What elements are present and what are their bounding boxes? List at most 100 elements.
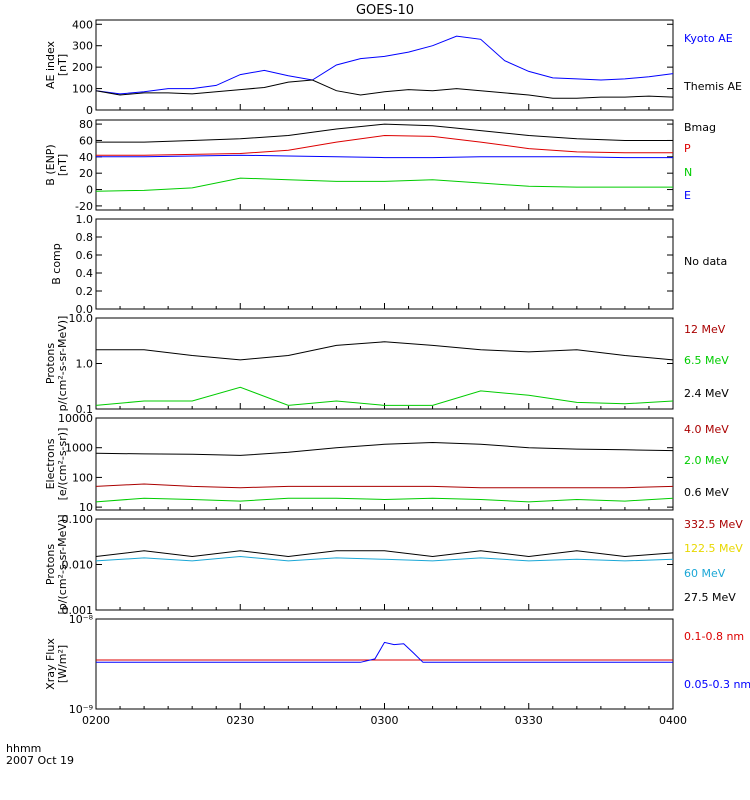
footer-date-label: 2007 Oct 19: [6, 754, 74, 767]
y-tick-label: 10: [79, 501, 93, 514]
y-tick-label: 200: [72, 61, 93, 74]
y-tick-label: -20: [75, 200, 93, 213]
legend-entry: 6.5 MeV: [684, 354, 729, 367]
panel-bcomp: 0.0 0.2 0.4 0.6 0.8 1.0 B comp No data: [50, 213, 727, 316]
panel-xray: 10⁻⁹ 10⁻⁸ Xray Flux [W/m²] 0.1-0.8 nm 0.05-0.…: [44, 613, 750, 716]
panel-frame: [95, 317, 674, 410]
y-tick-label: 10000: [58, 412, 93, 425]
y-axis-label: p/(cm²-s-sr-MeV)]: [56, 316, 69, 412]
y-tick-label: 0.6: [76, 249, 94, 262]
y-axis-label: [W/m²]: [56, 645, 69, 683]
y-axis-label: [p/(cm²-s-sr-MeV)]: [56, 515, 69, 615]
series-line-6-5-mev: [95, 386, 674, 406]
series-line-themis-ae: [95, 79, 674, 99]
y-axis-label: Xray Flux: [44, 638, 57, 690]
series-line-0-6-mev: [95, 441, 674, 456]
series-line-kyoto-ae: [95, 35, 674, 95]
y-tick-label: 0.1: [76, 403, 94, 416]
y-axis-label: [nT]: [56, 54, 69, 76]
series-line-2-0-mev: [95, 497, 674, 503]
footer-time-label: hhmm: [6, 742, 41, 755]
y-tick-label: 0.010: [62, 559, 94, 572]
legend-entry: 0.05-0.3 nm: [684, 678, 750, 691]
legend-entry: No data: [684, 255, 727, 268]
x-tick-label: 0300: [371, 714, 399, 727]
y-axis-label: [e/(cm²-s-sr)]: [56, 428, 69, 501]
y-tick-label: 20: [79, 167, 93, 180]
y-axis-label: Protons: [44, 544, 57, 585]
legend-entry: 0.6 MeV: [684, 486, 729, 499]
panel-frame: [95, 218, 674, 310]
series-line-bmag: [96, 123, 673, 143]
panel-frame: [95, 417, 674, 511]
y-tick-label: 0.4: [76, 267, 94, 280]
y-axis-label: B (ENP): [44, 144, 57, 185]
y-tick-label: 1000: [65, 442, 93, 455]
panel-protons2: 0.001 0.010 0.100 Protons [p/(cm²-s-sr-MeV)]…: [44, 513, 743, 617]
x-tick-label: 0200: [82, 714, 110, 727]
panel-frame: [95, 518, 674, 611]
legend-entry: 2.4 MeV: [684, 387, 729, 400]
panel-frame: [95, 618, 674, 710]
y-axis-label: [nT]: [56, 154, 69, 176]
panel-frame: [95, 119, 674, 211]
legend-entry: 0.1-0.8 nm: [684, 630, 744, 643]
series-line-0-05-0-3-nm: [96, 641, 673, 663]
y-tick-label: 0.100: [62, 513, 94, 526]
x-tick-label: 0330: [515, 714, 543, 727]
y-tick-label: 40: [79, 151, 93, 164]
panel-protons1: 0.1 1.0 10.0 Protons p/(cm²-s-sr-MeV)] 12 MeV…: [44, 312, 729, 416]
legend-entry: Themis AE: [683, 80, 742, 93]
y-axis-label: AE index: [44, 40, 57, 89]
y-axis-label: Protons: [44, 343, 57, 384]
x-tick-label: 0400: [659, 714, 687, 727]
series-line-27-5-mev: [95, 550, 674, 558]
x-axis-labels: 0200 0230 0300 0330 0400: [82, 714, 687, 727]
y-tick-label: 10.0: [69, 312, 94, 325]
y-tick-label: 1.0: [76, 213, 94, 226]
legend-entry: 4.0 MeV: [684, 423, 729, 436]
legend-entry: N: [684, 166, 692, 179]
y-tick-label: 100: [72, 83, 93, 96]
y-tick-label: 0.001: [62, 604, 94, 617]
legend-entry: 12 MeV: [684, 323, 726, 336]
figure-title: GOES-10: [356, 3, 414, 18]
y-tick-label: 100: [72, 471, 93, 484]
x-tick-label: 0230: [226, 714, 254, 727]
legend-entry: 332.5 MeV: [684, 518, 743, 531]
y-tick-label: 1.0: [76, 358, 94, 371]
legend-entry: 60 MeV: [684, 567, 726, 580]
series-line-e: [96, 154, 673, 159]
legend-entry: P: [684, 142, 691, 155]
y-tick-label: 60: [79, 134, 93, 147]
series-line-n: [95, 177, 673, 192]
y-tick-label: 0.8: [76, 231, 94, 244]
y-tick-label: 0.0: [76, 303, 94, 316]
panel-ae: 0 100 200 300 400 AE index [nT] Kyoto AE Themis …: [44, 18, 742, 117]
legend-entry: Kyoto AE: [684, 32, 733, 45]
y-tick-label: 10⁻⁹: [69, 703, 93, 716]
y-tick-label: 10⁻⁸: [69, 613, 94, 626]
series-line-p: [96, 134, 673, 156]
y-axis-label: B comp: [50, 243, 63, 285]
series-line-60-mev: [95, 555, 674, 562]
y-tick-label: 0: [86, 184, 93, 197]
legend-entry: 27.5 MeV: [684, 591, 736, 604]
series-line-4-0-mev: [95, 483, 674, 489]
legend-entry: 122.5 MeV: [684, 542, 743, 555]
y-tick-label: 0: [86, 104, 93, 117]
y-tick-label: 300: [72, 40, 93, 53]
y-tick-label: 80: [79, 118, 93, 131]
panel-frame: [95, 19, 674, 111]
y-tick-label: 0.2: [76, 285, 94, 298]
legend-entry: Bmag: [684, 121, 716, 134]
y-tick-label: 400: [72, 18, 93, 31]
panel-b: -20 0 20 40 60 80 B (ENP) [nT] Bmag PNE: [44, 118, 716, 213]
series-line-2-4-mev: [96, 341, 674, 361]
legend-entry: 2.0 MeV: [684, 454, 729, 467]
legend-entry: E: [684, 189, 691, 202]
y-axis-label: Electrons: [44, 438, 57, 489]
